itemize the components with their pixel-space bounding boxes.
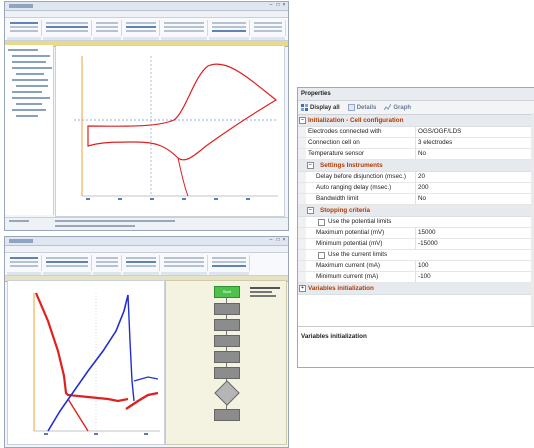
experiment-tree[interactable] xyxy=(5,45,54,215)
x-tick xyxy=(246,198,250,200)
x-tick xyxy=(182,198,186,200)
flow-node[interactable] xyxy=(214,319,240,331)
cv-plot-svg xyxy=(74,56,278,200)
ribbon-group[interactable] xyxy=(7,255,42,275)
x-tick xyxy=(118,198,122,200)
ribbon-group[interactable] xyxy=(93,20,122,40)
description-pane: Variables initialization xyxy=(298,326,534,367)
x-tick xyxy=(44,433,48,435)
series-red-end xyxy=(125,391,159,410)
cv-plot[interactable] xyxy=(55,45,285,217)
ribbon-group[interactable] xyxy=(43,255,92,275)
ribbon-group[interactable] xyxy=(123,20,160,40)
minimize-icon[interactable]: – xyxy=(269,2,273,8)
sequence-window: – □ × xyxy=(4,236,289,448)
display-all-button[interactable]: Display all xyxy=(301,104,340,111)
series-blue-drop xyxy=(127,294,135,402)
window-titlebar: – □ × xyxy=(5,237,288,246)
ribbon-group[interactable] xyxy=(161,20,208,40)
flow-node[interactable] xyxy=(214,335,240,347)
window-titlebar: – □ × xyxy=(5,2,288,11)
section-settings-instruments[interactable]: − Settings Instruments xyxy=(298,160,534,172)
ribbon-group[interactable] xyxy=(93,255,122,275)
voltammetry-window: – □ × xyxy=(4,1,289,231)
series-blue xyxy=(47,294,129,432)
scan-plot-svg xyxy=(33,292,160,435)
property-grid: − Initialization - Cell configuration El… xyxy=(298,115,534,295)
node-caption xyxy=(250,287,280,297)
maximize-icon[interactable]: □ xyxy=(276,237,280,243)
series-red xyxy=(34,292,129,403)
use-potential-limits-checkbox[interactable]: Use the potential limits xyxy=(298,217,534,228)
description-title: Variables initialization xyxy=(301,333,367,340)
scan-plot[interactable] xyxy=(7,280,165,445)
flow-node[interactable] xyxy=(214,409,240,421)
graph-button[interactable]: Graph xyxy=(384,104,411,111)
ribbon-group[interactable] xyxy=(7,20,42,40)
ribbon-group[interactable] xyxy=(123,255,160,275)
property-row[interactable]: Minimum current (mA) -100 xyxy=(298,272,534,283)
property-row[interactable]: Connection cell on 3 electrodes xyxy=(298,138,534,149)
property-row[interactable]: Delay before disjunction (msec.) 20 xyxy=(298,172,534,183)
property-row[interactable]: Maximum current (mA) 100 xyxy=(298,261,534,272)
checkbox-icon[interactable] xyxy=(318,252,325,259)
close-icon[interactable]: × xyxy=(282,2,286,8)
details-icon xyxy=(347,104,355,111)
series-red-branch xyxy=(67,398,89,432)
section-initialization[interactable]: − Initialization - Cell configuration xyxy=(298,115,534,127)
quick-access-toolbar[interactable] xyxy=(9,4,33,8)
ribbon-group[interactable] xyxy=(251,20,286,40)
ribbon-group[interactable] xyxy=(209,20,250,40)
flow-node-condition[interactable] xyxy=(214,380,240,406)
flow-node[interactable] xyxy=(214,351,240,363)
collapse-icon[interactable]: − xyxy=(307,162,314,169)
property-row[interactable]: Auto ranging delay (msec.) 200 xyxy=(298,183,534,194)
checkbox-icon[interactable] xyxy=(318,219,325,226)
property-row[interactable]: Bandwidth limit No xyxy=(298,194,534,205)
flow-node[interactable] xyxy=(214,367,240,379)
flow-node[interactable] xyxy=(214,303,240,315)
ribbon xyxy=(5,18,288,41)
use-current-limits-checkbox[interactable]: Use the current limits xyxy=(298,250,534,261)
series-blue-tail xyxy=(133,376,159,382)
graph-icon xyxy=(384,104,392,111)
properties-toolbar: Display all Details Graph xyxy=(298,101,534,115)
close-icon[interactable]: × xyxy=(282,237,286,243)
collapse-icon[interactable]: − xyxy=(307,207,314,214)
display-all-icon xyxy=(301,104,308,111)
collapse-icon[interactable]: − xyxy=(299,117,306,124)
properties-title: Properties xyxy=(298,88,534,101)
property-row[interactable]: Electrodes connected with OGS/OGF/LDS xyxy=(298,127,534,138)
maximize-icon[interactable]: □ xyxy=(276,2,280,8)
property-row[interactable]: Maximum potential (mV) 15000 xyxy=(298,228,534,239)
expand-icon[interactable]: + xyxy=(299,285,306,292)
ribbon-group[interactable] xyxy=(161,255,208,275)
section-variables-initialization[interactable]: + Variables initialization xyxy=(298,283,534,295)
minimize-icon[interactable]: – xyxy=(269,237,273,243)
property-row[interactable]: Minimum potential (mV) -15000 xyxy=(298,239,534,250)
properties-panel: Properties Display all Details Graph − I… xyxy=(297,87,534,368)
sequence-flowchart[interactable]: Start xyxy=(165,280,287,445)
property-row[interactable]: Temperature sensor No xyxy=(298,149,534,160)
x-ticks xyxy=(86,198,250,200)
flow-node-start[interactable]: Start xyxy=(214,286,240,298)
x-tick xyxy=(144,433,148,435)
ribbon xyxy=(5,253,288,276)
ribbon-group[interactable] xyxy=(209,255,250,275)
menu-bar xyxy=(5,11,288,18)
x-tick xyxy=(214,198,218,200)
x-ticks xyxy=(44,433,148,435)
quick-access-toolbar[interactable] xyxy=(9,239,33,243)
details-button[interactable]: Details xyxy=(347,104,376,111)
status-bar xyxy=(5,217,288,230)
menu-bar xyxy=(5,246,288,253)
scrollbar[interactable] xyxy=(531,113,534,326)
x-tick xyxy=(94,433,98,435)
section-stopping-criteria[interactable]: − Stopping criteria xyxy=(298,205,534,217)
x-tick xyxy=(150,198,154,200)
x-tick xyxy=(86,198,90,200)
cv-tail xyxy=(177,157,189,197)
ribbon-group[interactable] xyxy=(43,20,92,40)
cv-curve xyxy=(87,63,278,161)
